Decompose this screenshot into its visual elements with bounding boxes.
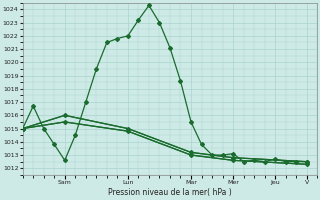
X-axis label: Pression niveau de la mer( hPa ): Pression niveau de la mer( hPa ) bbox=[108, 188, 232, 197]
